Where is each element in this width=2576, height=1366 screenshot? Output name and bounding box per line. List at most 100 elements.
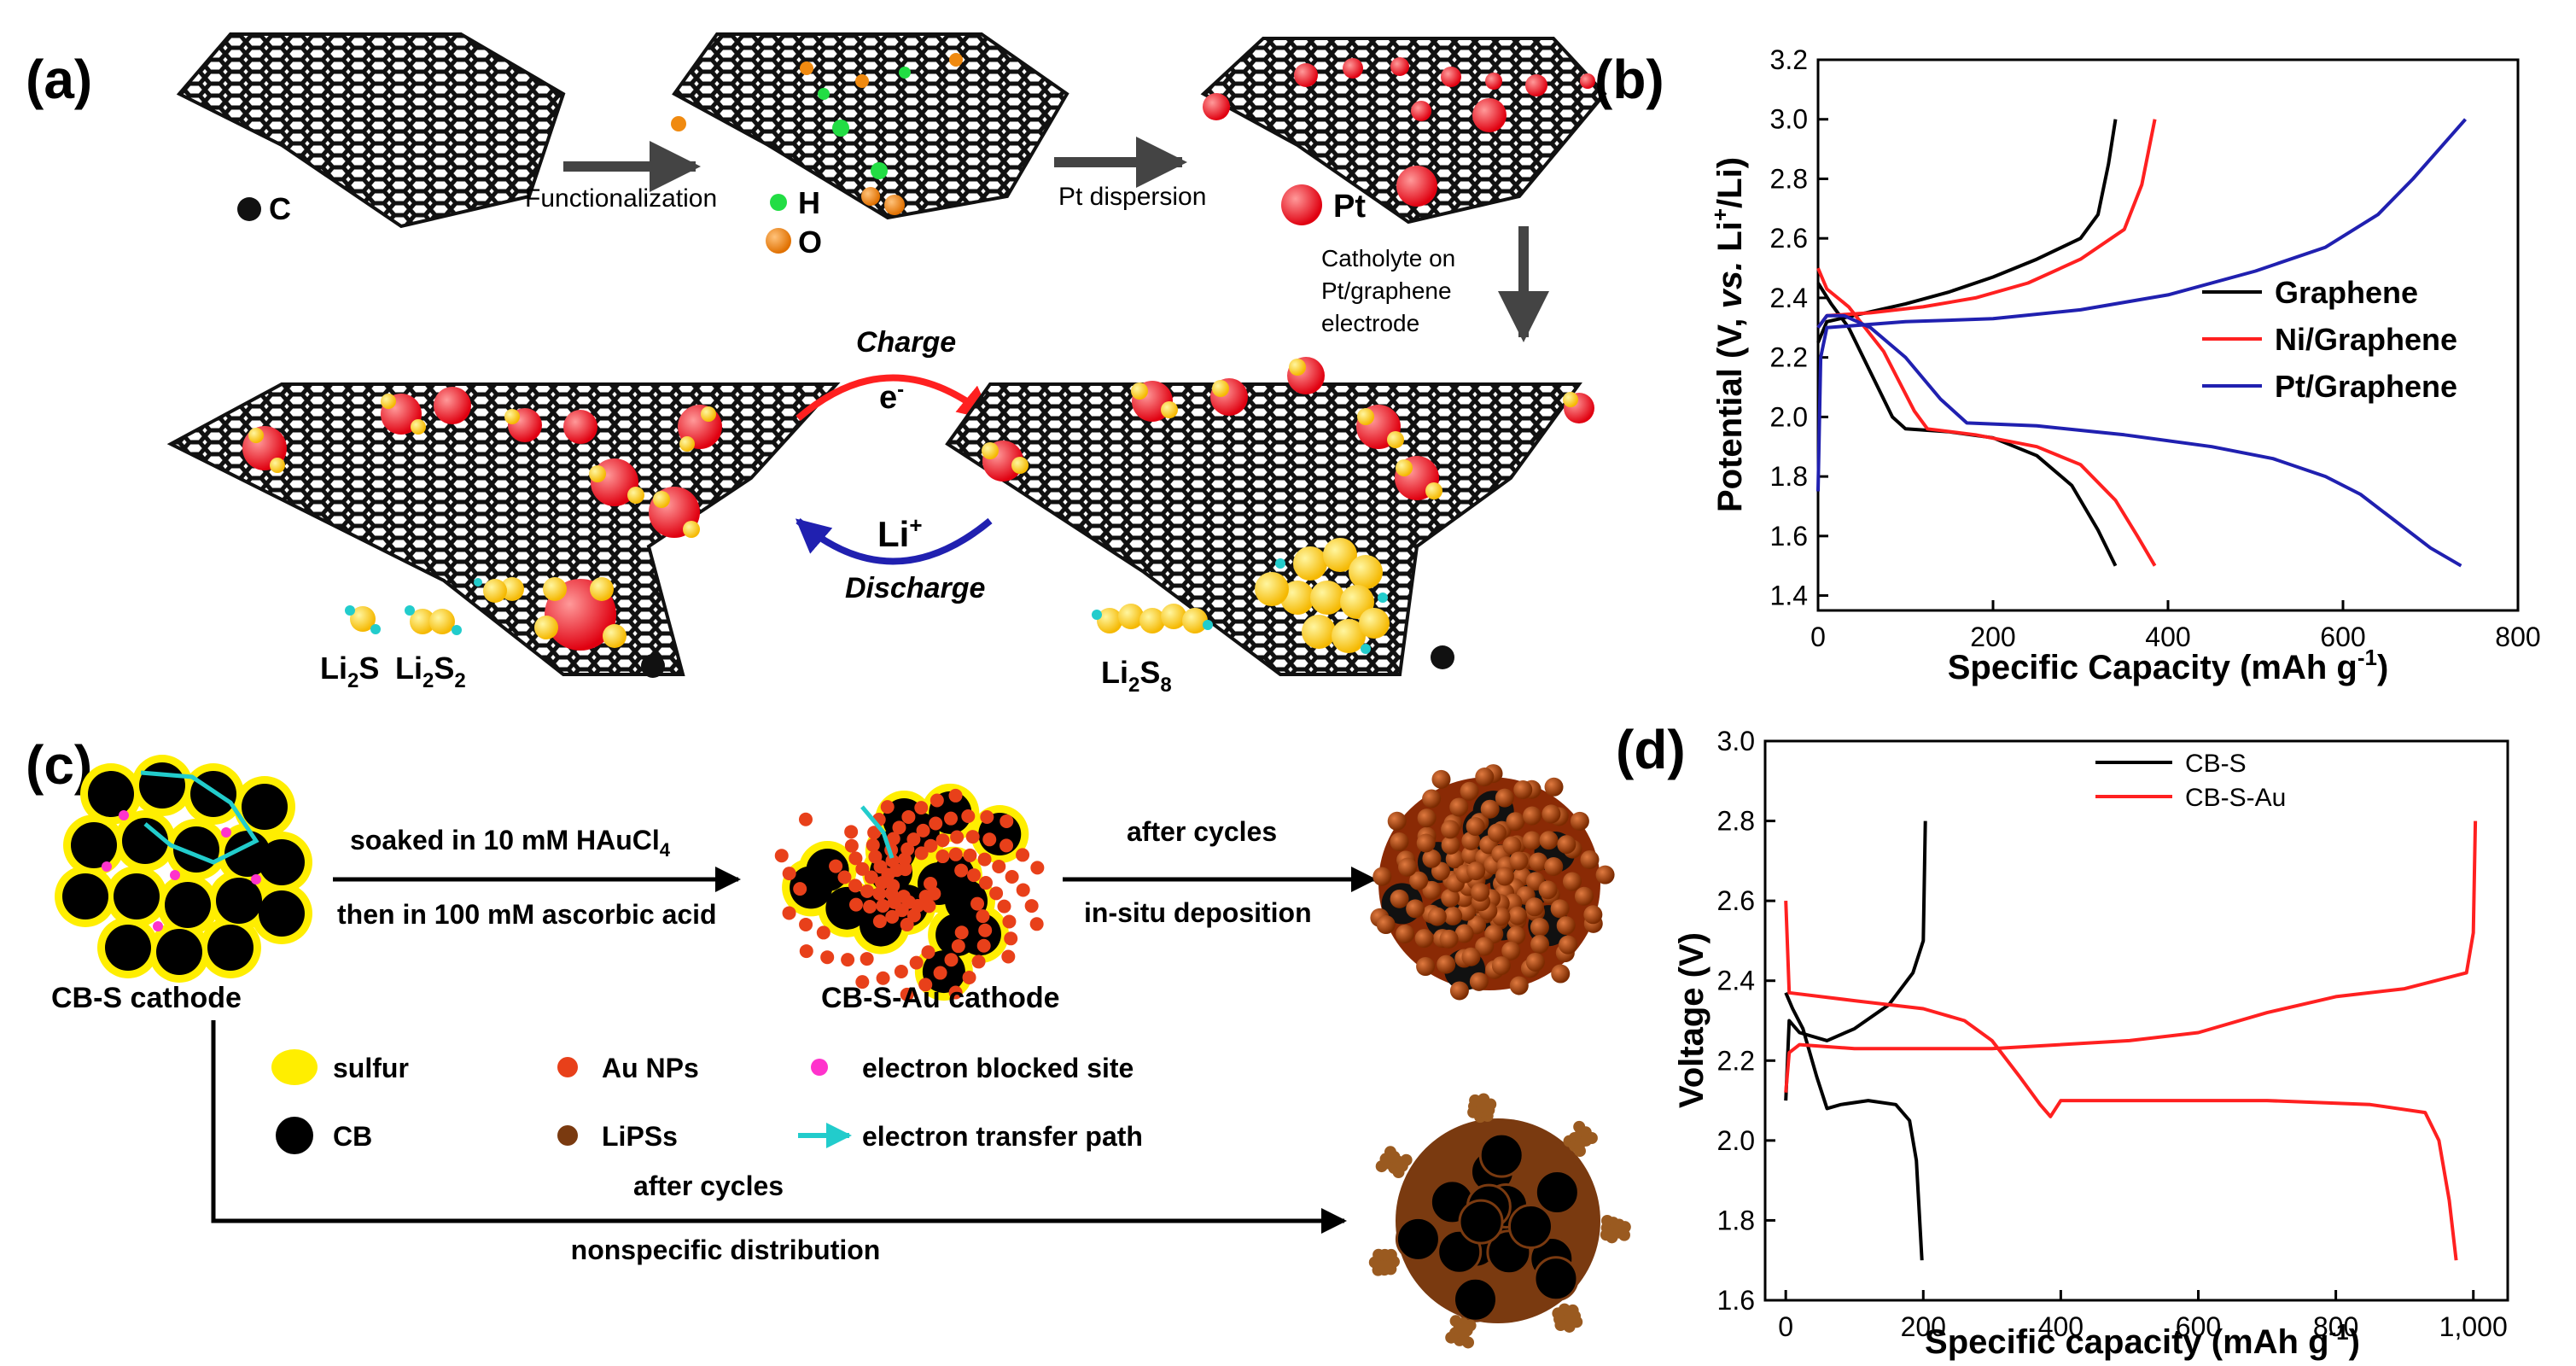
chart-d-legend: CB-S CB-S-Au (2095, 750, 2286, 812)
au-legend-swatch (557, 1057, 578, 1077)
au-nanoparticle (1004, 931, 1018, 946)
transfer-path (140, 770, 259, 865)
carbon-black-particle (1533, 1256, 1579, 1302)
au-deposit-particle (1507, 925, 1526, 945)
au-deposit-particle (1542, 804, 1561, 824)
platinum-legend-dot (1281, 184, 1322, 225)
au-deposit-particle (1461, 831, 1481, 850)
chart-b-ytick-label: 1.4 (1770, 581, 1808, 611)
au-nanoparticle (848, 897, 863, 912)
au-deposit-particle (1460, 781, 1479, 801)
au-nanoparticle (1016, 848, 1030, 862)
lipss-droplet (1384, 1146, 1396, 1159)
legend-lipss: LiPSs (602, 1121, 678, 1152)
cbs-cathode-cluster (55, 755, 312, 983)
chart-b-ticks: 0 200 400 600 800 1.4 1.6 1.8 2.0 2.2 2.4 2.6 2.8 3.0… (1770, 44, 2541, 652)
au-nanoparticle (924, 838, 938, 853)
carbon-black-particle (71, 822, 117, 868)
soak-label-2: then in 100 mM ascorbic acid (337, 899, 717, 930)
au-nanoparticle (865, 838, 880, 852)
electron-label: e- (879, 378, 904, 416)
au-deposit-particle (1525, 952, 1545, 972)
au-nanoparticle (1001, 949, 1016, 964)
chart-b-ytick-label: 2.0 (1770, 401, 1808, 432)
chart-b-series-ni-graphene-discharge (1816, 267, 2157, 567)
au-nanoparticle (898, 862, 912, 877)
au-deposit-particle (1580, 849, 1600, 869)
graphene-sheet-3 (1200, 37, 1607, 225)
au-nanoparticle (1002, 914, 1017, 929)
au-deposit-particle (1443, 906, 1463, 925)
au-deposit-particle (1427, 907, 1447, 926)
catholyte-label-line3: electrode (1321, 310, 1419, 336)
au-nanoparticle (918, 890, 933, 904)
au-deposit-particle (1439, 929, 1459, 949)
au-nanoparticle (921, 945, 935, 960)
au-nanoparticle (948, 985, 963, 1000)
au-nanoparticle (855, 861, 870, 876)
au-nanoparticle (954, 925, 969, 940)
au-nanoparticle (997, 899, 1011, 914)
li2s-molecule (345, 605, 381, 634)
au-deposit-particle (1574, 886, 1594, 906)
cbs-au-cathode-label: CB-S-Au cathode (821, 982, 1060, 1014)
chart-d-frame (1763, 739, 2509, 1302)
au-nanoparticle (976, 909, 990, 924)
au-deposit-particle (1449, 981, 1469, 1001)
transfer-path (860, 805, 895, 859)
chart-b-legend: Graphene Ni/Graphene Pt/Graphene (2202, 275, 2457, 404)
au-nanoparticle (885, 909, 900, 924)
au-deposit-particle (1422, 880, 1442, 900)
au-nanoparticle (1024, 899, 1039, 914)
panel-d: (d) 0 200 400 600 800 1,000 1.6 1.8 2.0 2.2 2.4 2.6… (1616, 719, 2509, 1361)
lipss-droplet (1606, 1231, 1618, 1244)
au-nanoparticle (855, 975, 870, 989)
after-cycles-top-label: after cycles (1127, 816, 1277, 847)
au-deposit-particle (1551, 964, 1571, 984)
au-nanoparticle (961, 809, 976, 824)
au-nanoparticle (886, 832, 900, 846)
chart-d-ytick-label: 2.4 (1717, 966, 1755, 996)
au-deposit-particle (1431, 769, 1451, 789)
graphene-sheet-5 (945, 357, 1594, 676)
legend-cb: CB (333, 1121, 372, 1152)
nonspecific-arrow (211, 1020, 1347, 1234)
au-nanoparticle (944, 953, 959, 967)
au-deposit-particle (1509, 851, 1529, 871)
carbon-black-particle (114, 873, 160, 919)
au-deposit-particle (1501, 941, 1521, 960)
li2s-label: Li2S (320, 651, 379, 692)
au-deposit-particle (1475, 767, 1495, 786)
chart-b-ytick-label: 3.0 (1770, 104, 1808, 135)
au-nanoparticle (914, 801, 929, 815)
au-deposit-particle (1422, 849, 1442, 868)
panel-c: (c) CB-S cathode soaked in 10 mM HAuCl4 … (26, 734, 1631, 1349)
au-deposit-particle (1523, 806, 1542, 826)
lipss-droplet (1554, 1319, 1567, 1332)
au-nanoparticle (872, 914, 887, 929)
au-nanoparticle (918, 978, 933, 992)
au-deposit-particle (1513, 780, 1533, 800)
au-deposit-particle (1417, 809, 1437, 828)
catholyte-label-line1: Catholyte on (1321, 245, 1455, 271)
carbon-black-particle (139, 762, 185, 809)
carbon-black-particle (62, 873, 108, 919)
au-nanoparticle (935, 833, 950, 848)
soak-label-1: soaked in 10 mM HAuCl4 (350, 825, 671, 861)
charge-label: Charge (856, 326, 956, 359)
au-nanoparticle (914, 846, 929, 861)
blocked-site (251, 874, 261, 884)
li2s2-molecule (405, 605, 462, 635)
cbs-au-cathode-cluster (774, 783, 1045, 1001)
chart-d-series-cb-s-au-charge (1784, 820, 2478, 1093)
au-deposit-particle (1509, 976, 1529, 995)
legend-au: Au NPs (602, 1053, 699, 1083)
au-deposit-particle (1583, 905, 1603, 925)
functionalization-label: Functionalization (525, 184, 717, 213)
au-nanoparticle (1030, 861, 1045, 875)
legend-blocked: electron blocked site (862, 1053, 1134, 1083)
blocked-site-legend-swatch (811, 1059, 828, 1076)
au-deposit-particle (1508, 906, 1528, 925)
au-deposit-particle (1398, 857, 1418, 877)
panel-d-letter: (d) (1616, 719, 1686, 780)
